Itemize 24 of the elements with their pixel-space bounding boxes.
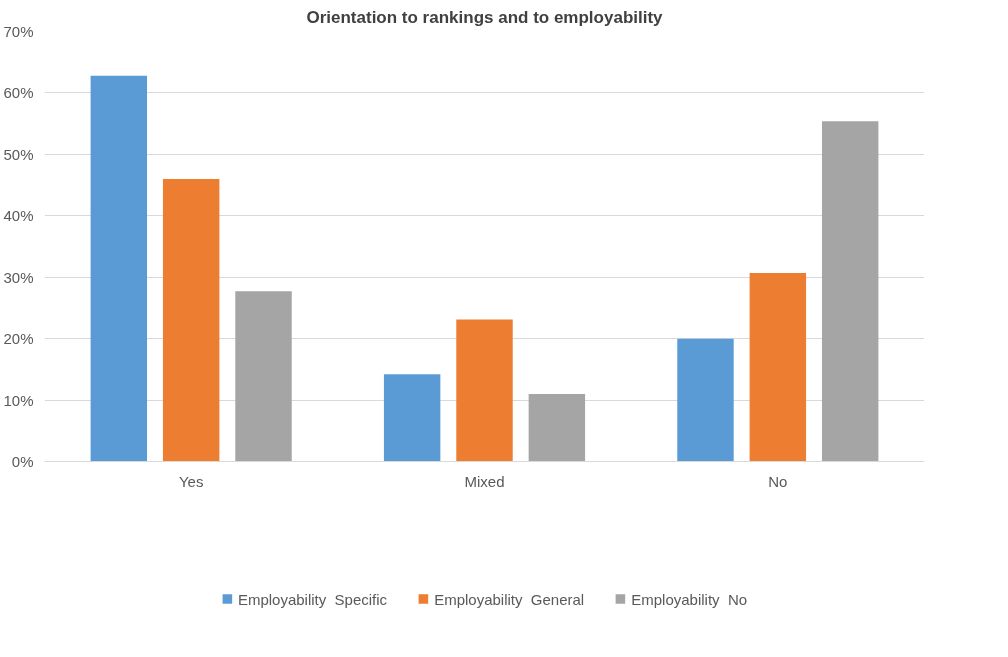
x-tick-label: Mixed xyxy=(464,472,505,490)
legend-label: Employability Specific xyxy=(237,590,388,608)
y-tick-label: 70% xyxy=(3,23,34,40)
legend-label: Employability No xyxy=(631,590,748,608)
y-tick-label: 50% xyxy=(3,145,34,163)
bar xyxy=(235,291,292,462)
chart-title: Orientation to rankings and to employability xyxy=(306,7,664,27)
bar xyxy=(456,319,513,462)
bar xyxy=(677,338,734,462)
y-tick-label: 0% xyxy=(11,453,34,470)
y-tick-label: 60% xyxy=(3,84,34,102)
y-tick-label: 10% xyxy=(3,391,34,409)
bar xyxy=(528,393,586,462)
x-tick-label: Yes xyxy=(178,472,204,490)
y-tick-label: 20% xyxy=(3,330,34,348)
x-tick-label: No xyxy=(768,472,788,490)
legend-label: Employability General xyxy=(434,590,585,608)
bar xyxy=(383,374,441,462)
bar xyxy=(90,75,148,462)
bar xyxy=(749,272,807,462)
bar xyxy=(162,178,220,462)
bar xyxy=(821,121,879,462)
y-tick-label: 40% xyxy=(3,207,34,225)
y-tick-label: 30% xyxy=(3,268,34,286)
